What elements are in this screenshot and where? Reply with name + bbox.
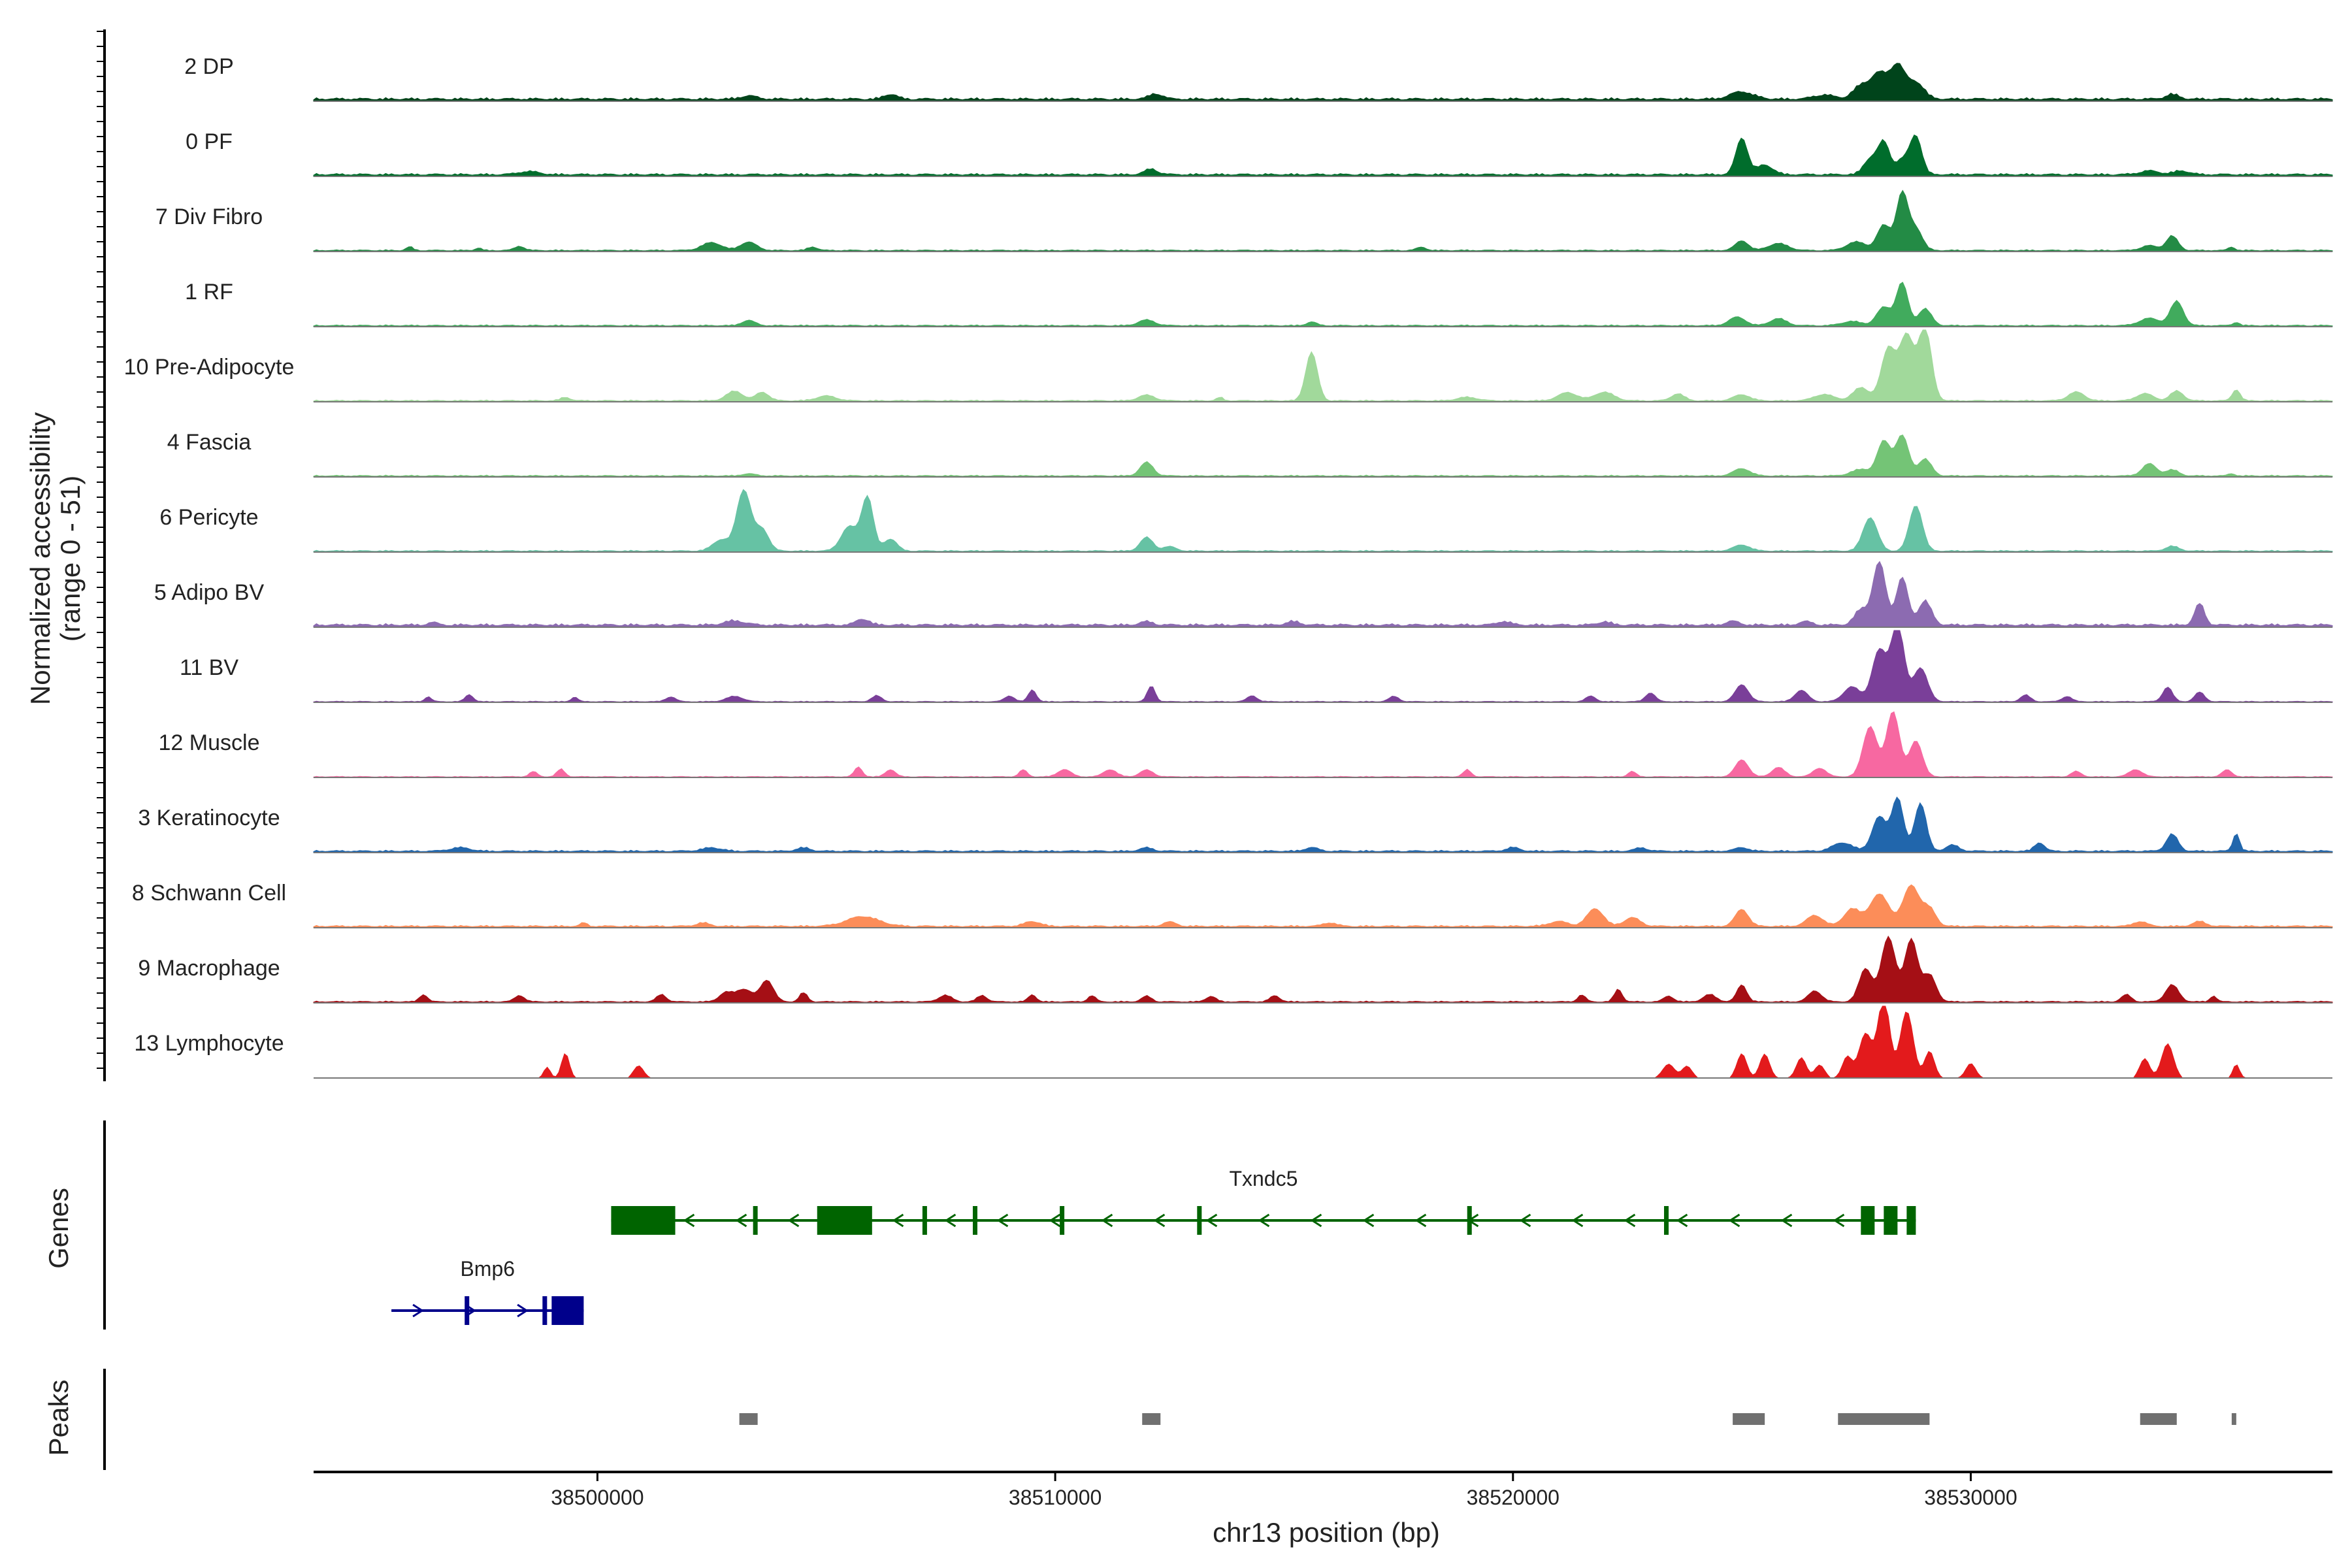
accessibility-area	[313, 329, 2333, 402]
strand-arrow	[1258, 1213, 1270, 1228]
track-label: 5 Adipo BV	[154, 580, 265, 605]
track-label: 2 DP	[184, 54, 234, 79]
exon-block	[817, 1206, 872, 1235]
x-tick-label: 38500000	[551, 1486, 644, 1509]
track-label: 1 RF	[185, 280, 233, 304]
peaks-section-label: Peaks	[43, 1380, 74, 1456]
strand-arrow	[1676, 1213, 1688, 1228]
exon-block	[1197, 1206, 1202, 1235]
exon-block	[1060, 1206, 1065, 1235]
strand-arrow	[787, 1213, 800, 1228]
track-label: 8 Schwann Cell	[132, 881, 286, 906]
exon-block	[1664, 1206, 1669, 1235]
track-label: 13 Lymphocyte	[134, 1031, 284, 1056]
strand-arrow	[1362, 1213, 1375, 1228]
strand-arrow	[892, 1213, 904, 1228]
strand-arrow	[517, 1303, 529, 1318]
x-axis: 38500000 38510000 38520000 38530000	[314, 1471, 2332, 1509]
track-label: 10 Pre-Adipocyte	[124, 355, 295, 380]
exon-block	[542, 1296, 547, 1325]
exon-block	[1467, 1206, 1472, 1235]
peak-region	[1733, 1413, 1765, 1425]
accessibility-area	[313, 434, 2333, 478]
exon-block	[972, 1206, 977, 1235]
accessibility-area	[314, 1005, 2332, 1079]
strand-arrow	[1833, 1213, 1845, 1228]
accessibility-tracks: 2 DP 0 PF 7 Div Fibro 1 RF 10 Pre-Adipocyte 4…	[97, 29, 2333, 1081]
track-label: 0 PF	[186, 129, 233, 154]
accessibility-area	[313, 134, 2333, 177]
x-tick-label: 38530000	[1924, 1486, 2017, 1509]
strand-arrow	[1728, 1213, 1740, 1228]
y-axis-range-label: (range 0 - 51)	[55, 476, 86, 642]
peak-region	[739, 1413, 758, 1425]
accessibility-area	[313, 489, 2333, 553]
strand-arrow	[1571, 1213, 1584, 1228]
x-tick-label: 38510000	[1009, 1486, 1102, 1509]
peak-region	[1838, 1413, 1930, 1425]
exon-block	[1906, 1206, 1916, 1235]
strand-arrow	[1414, 1213, 1427, 1228]
peak-region	[2140, 1413, 2177, 1425]
strand-arrow	[1049, 1213, 1061, 1228]
track-label: 3 Keratinocyte	[138, 806, 280, 830]
genes-section-label: Genes	[43, 1188, 74, 1269]
strand-arrow	[1153, 1213, 1166, 1228]
track-label: 9 Macrophage	[138, 956, 280, 981]
gene-label: Txndc5	[1229, 1167, 1298, 1190]
accessibility-area	[313, 630, 2333, 703]
strand-arrow	[996, 1213, 1009, 1228]
strand-arrow	[1780, 1213, 1793, 1228]
accessibility-area	[313, 796, 2333, 853]
peak-region	[2231, 1413, 2236, 1425]
accessibility-area	[313, 935, 2333, 1004]
peak-region	[1142, 1413, 1161, 1425]
track-label: 6 Pericyte	[159, 505, 258, 530]
exon-block	[753, 1206, 758, 1235]
exon-block	[611, 1206, 676, 1235]
strand-arrow	[735, 1213, 747, 1228]
x-axis-label: chr13 position (bp)	[1213, 1517, 1440, 1548]
track-label: 7 Div Fibro	[155, 204, 263, 229]
strand-arrow	[1519, 1213, 1531, 1228]
accessibility-area	[313, 884, 2333, 928]
accessibility-area	[313, 711, 2333, 778]
genes-panel: Txndc5 Bmp6	[103, 1120, 1916, 1330]
y-axis-label: Normalized accessibility	[25, 412, 56, 705]
gene-label: Bmp6	[460, 1257, 515, 1281]
accessibility-area	[313, 282, 2333, 327]
x-tick-label: 38520000	[1467, 1486, 1560, 1509]
peaks-panel	[103, 1369, 2236, 1470]
strand-arrow	[1205, 1213, 1218, 1228]
track-label: 11 BV	[180, 655, 238, 680]
accessibility-area	[313, 561, 2333, 628]
accessibility-area	[313, 63, 2333, 102]
accessibility-area	[313, 189, 2333, 252]
exon-block	[465, 1296, 470, 1325]
strand-arrow	[1624, 1213, 1636, 1228]
track-label: 4 Fascia	[167, 430, 252, 455]
strand-arrow	[683, 1213, 695, 1228]
exon-block	[551, 1296, 584, 1325]
strand-arrow	[1101, 1213, 1113, 1228]
strand-arrow	[412, 1303, 424, 1318]
strand-arrow	[1310, 1213, 1322, 1228]
exon-block	[1884, 1206, 1898, 1235]
track-label: 12 Muscle	[159, 730, 260, 755]
strand-arrow	[944, 1213, 956, 1228]
exon-block	[1861, 1206, 1875, 1235]
exon-block	[922, 1206, 927, 1235]
